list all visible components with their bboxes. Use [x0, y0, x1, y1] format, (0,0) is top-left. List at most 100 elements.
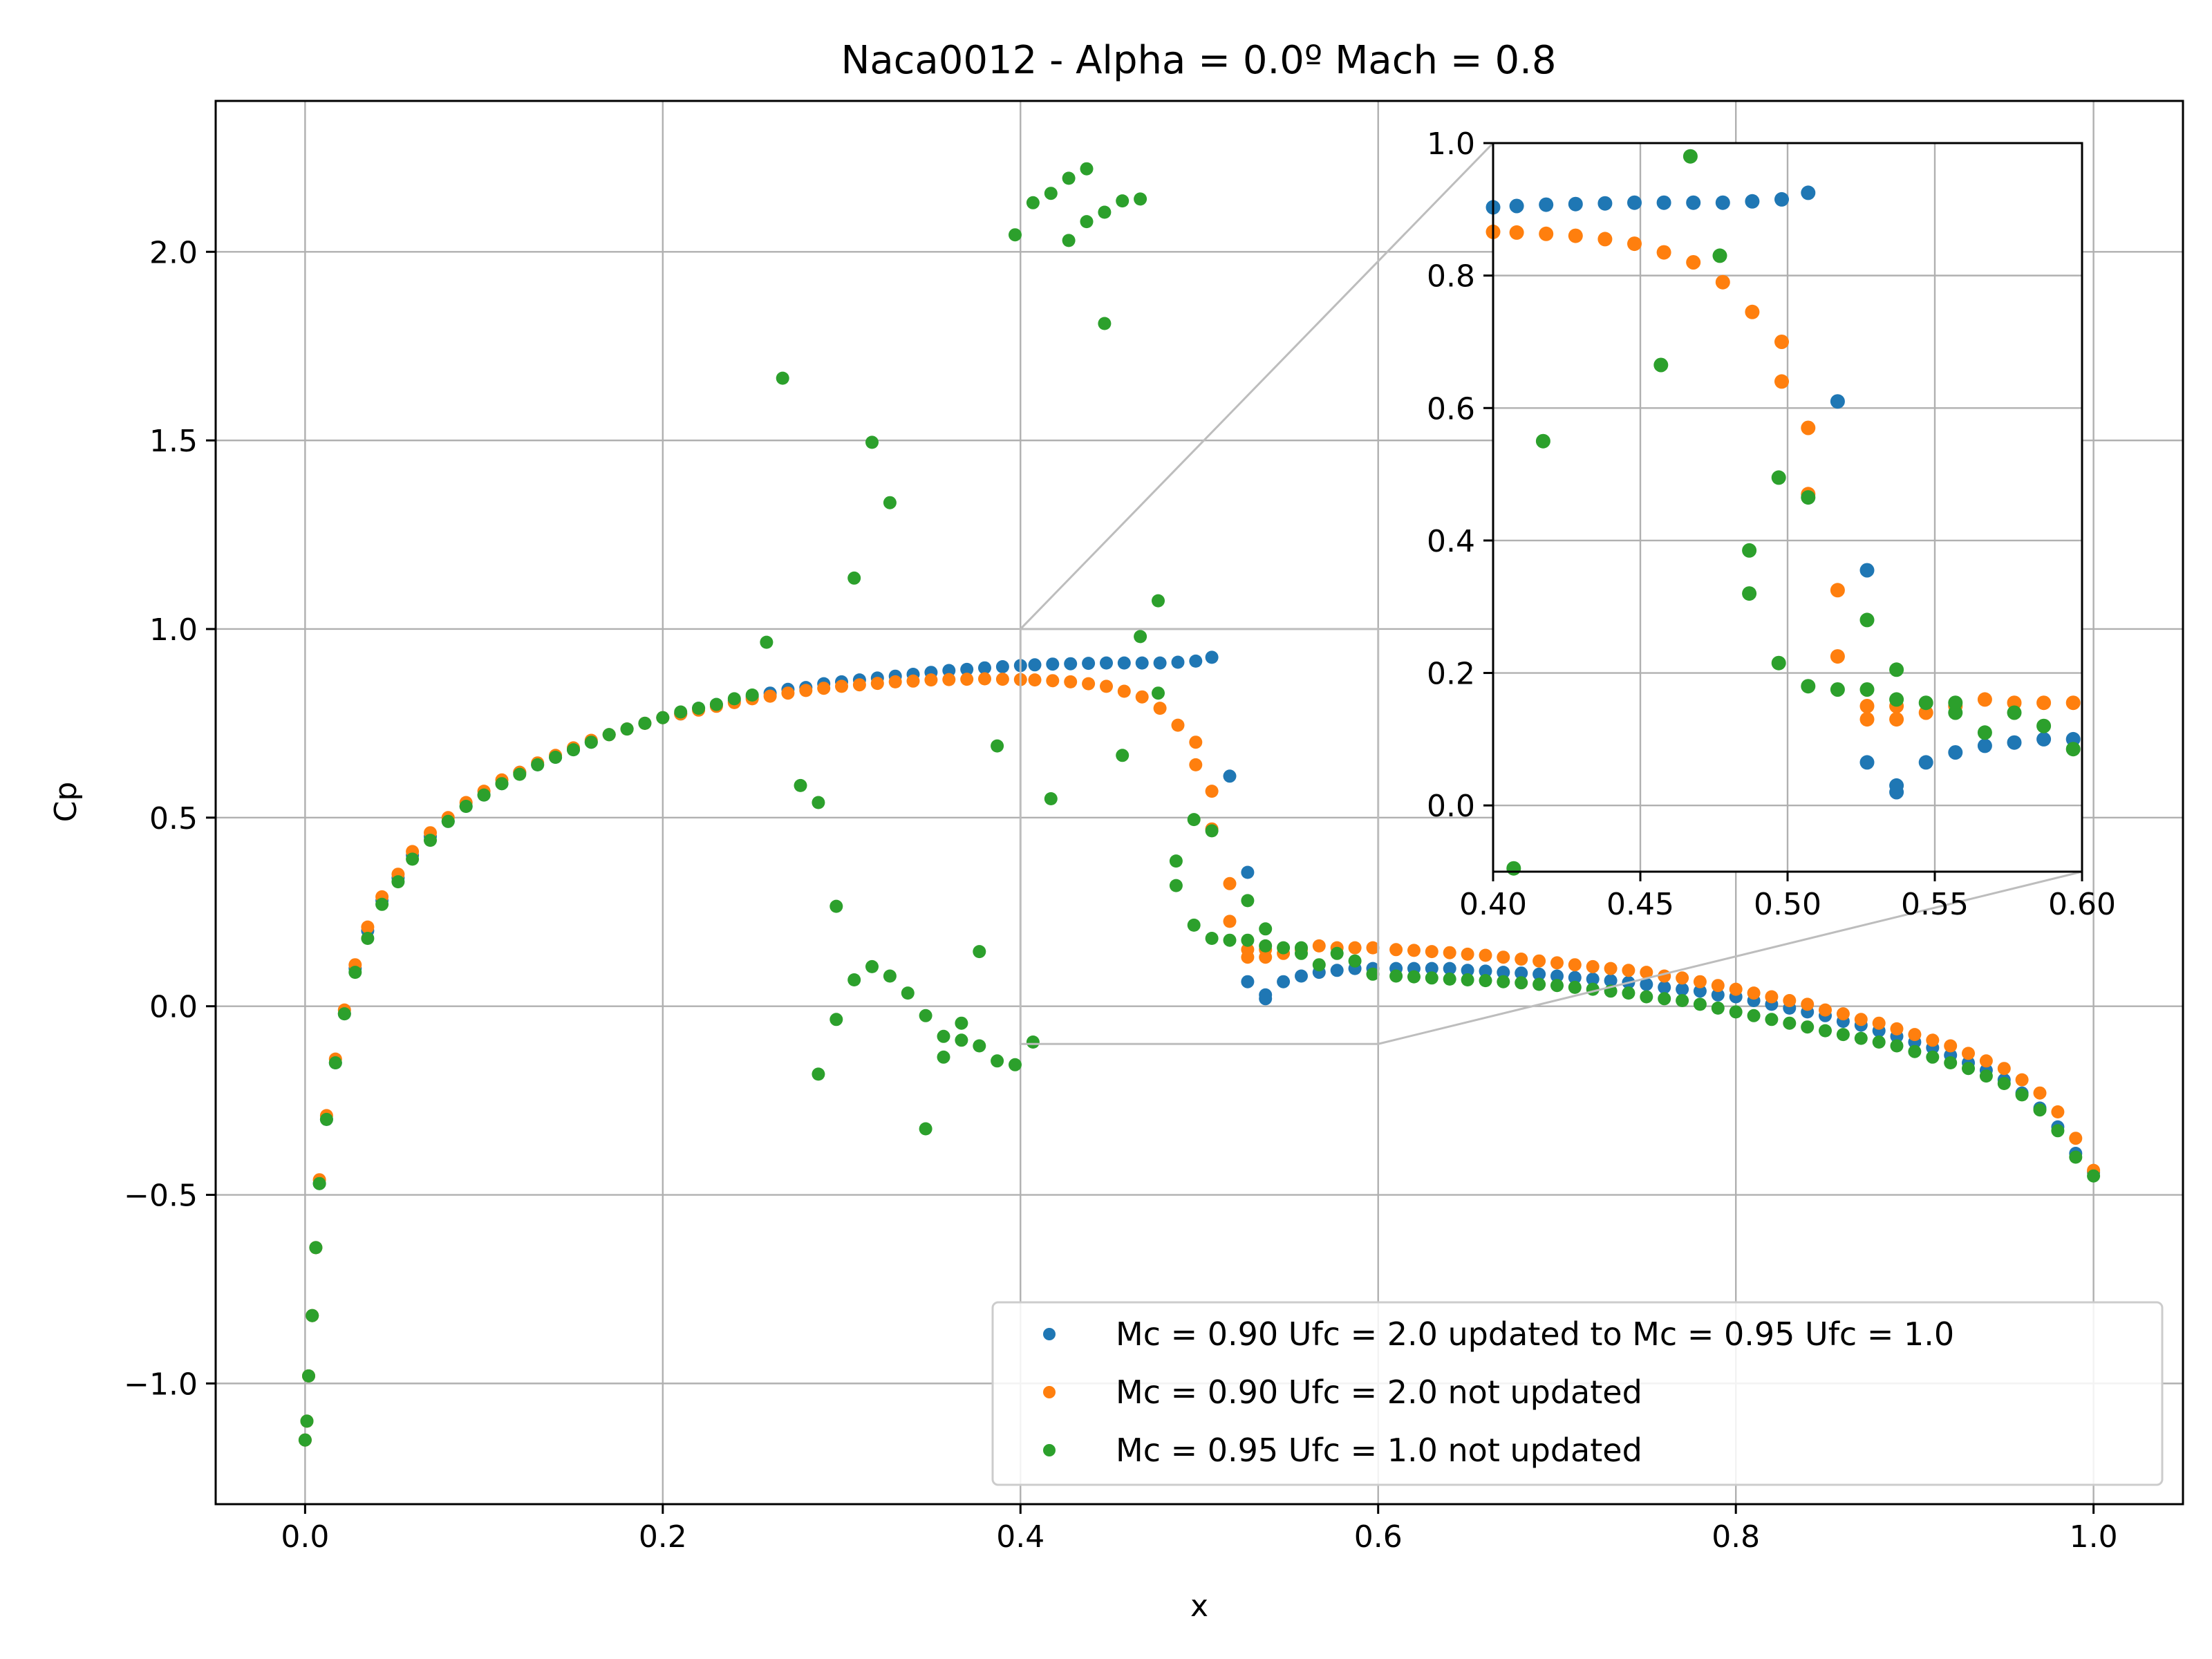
inset-data-point-series-1: [1656, 195, 1671, 210]
data-point-series-3: [1259, 939, 1273, 953]
data-point-series-1: [1277, 975, 1291, 988]
data-point-series-2: [1693, 975, 1707, 988]
data-point-series-3: [937, 1050, 950, 1064]
data-point-series-1: [1223, 769, 1237, 783]
inset-data-point-series-1: [2007, 735, 2022, 750]
x-tick-label: 0.8: [1712, 1519, 1760, 1555]
data-point-series-3: [361, 932, 375, 945]
data-point-series-3: [1205, 932, 1219, 945]
data-point-series-3: [865, 959, 879, 973]
data-point-series-2: [1117, 684, 1131, 698]
inset-zoom-panel: 0.40 0.45 0.50 0.55 0.60 0.0 0.2 0.4 0.6 0.8 1.0: [1427, 126, 2116, 922]
data-point-series-3: [1747, 1009, 1761, 1022]
inset-y-tick-label: 0.6: [1427, 391, 1475, 427]
inset-data-point-series-3: [1771, 655, 1786, 671]
data-point-series-3: [1389, 969, 1403, 983]
y-tick-label: 2.0: [149, 235, 198, 270]
data-point-series-2: [1205, 785, 1219, 798]
data-point-series-3: [1026, 196, 1040, 209]
data-point-series-3: [1443, 972, 1456, 986]
data-point-series-3: [901, 986, 915, 1000]
data-point-series-3: [1169, 854, 1183, 868]
inset-data-point-series-2: [1568, 228, 1583, 243]
main-data-points: [298, 162, 2101, 1447]
data-point-series-2: [1497, 950, 1510, 964]
data-point-series-3: [847, 571, 861, 585]
data-point-series-3: [319, 1112, 333, 1126]
data-point-series-2: [1171, 718, 1185, 732]
data-point-series-3: [1098, 317, 1112, 330]
inset-data-point-series-2: [1859, 712, 1875, 727]
data-point-series-2: [361, 920, 375, 934]
data-point-series-3: [513, 767, 527, 781]
data-point-series-2: [1461, 947, 1474, 961]
data-point-series-3: [1062, 234, 1076, 247]
data-point-series-2: [799, 684, 813, 697]
data-point-series-3: [337, 1007, 351, 1021]
data-point-series-3: [1223, 933, 1237, 947]
data-point-series-3: [298, 1433, 312, 1447]
data-point-series-2: [1640, 966, 1653, 980]
data-point-series-2: [1908, 1028, 1922, 1042]
inset-data-point-series-3: [1948, 705, 1963, 720]
data-point-series-3: [1205, 824, 1219, 838]
data-point-series-3: [1295, 946, 1308, 960]
data-point-series-2: [960, 673, 974, 686]
inset-x-tick-label: 0.40: [1459, 887, 1527, 922]
data-point-series-3: [955, 1016, 968, 1030]
data-point-series-3: [1080, 215, 1094, 229]
data-point-series-2: [835, 679, 848, 693]
data-point-series-3: [1568, 980, 1582, 994]
data-point-series-2: [906, 674, 920, 688]
data-point-series-3: [991, 1054, 1004, 1068]
data-point-series-1: [1658, 980, 1671, 994]
data-point-series-2: [1082, 677, 1096, 691]
zoom-region-box: [1019, 628, 1380, 1045]
data-point-series-3: [1479, 974, 1492, 988]
data-point-series-3: [1819, 1024, 1832, 1038]
inset-data-point-series-2: [1774, 335, 1789, 349]
data-point-series-2: [1366, 941, 1380, 955]
inset-data-point-series-2: [1745, 304, 1760, 319]
inset-x-tick-label: 0.55: [1901, 887, 1969, 922]
data-point-series-3: [1241, 933, 1255, 947]
x-tick-label: 0.0: [281, 1519, 329, 1555]
data-point-series-2: [1064, 675, 1078, 688]
data-point-series-3: [1152, 686, 1165, 700]
inset-data-point-series-1: [1774, 191, 1789, 207]
data-point-series-1: [995, 660, 1009, 673]
data-point-series-3: [1908, 1044, 1922, 1058]
data-point-series-1: [1497, 966, 1510, 980]
data-point-series-1: [1082, 657, 1096, 671]
x-tick-label: 0.4: [996, 1519, 1044, 1555]
zoom-connector-line: [1020, 142, 1494, 630]
inset-x-tick-label: 0.45: [1606, 887, 1674, 922]
y-tick-label: −0.5: [124, 1179, 198, 1214]
data-point-series-3: [1044, 187, 1058, 200]
data-point-series-2: [1241, 950, 1255, 964]
data-point-series-3: [602, 728, 616, 742]
data-point-series-3: [1152, 594, 1165, 608]
data-point-series-2: [1997, 1062, 2011, 1076]
data-point-series-2: [1189, 735, 1203, 749]
data-point-series-3: [847, 973, 861, 986]
data-point-series-2: [1189, 758, 1203, 771]
data-point-series-1: [1533, 967, 1546, 981]
data-point-series-3: [745, 688, 759, 702]
inset-data-point-series-2: [2065, 695, 2081, 711]
data-point-series-3: [638, 716, 652, 730]
data-point-series-1: [1515, 966, 1528, 980]
data-point-series-2: [1515, 953, 1528, 966]
data-point-series-3: [620, 722, 634, 736]
inset-data-point-series-3: [1918, 695, 1933, 711]
data-point-series-3: [1783, 1016, 1797, 1030]
data-point-series-3: [1312, 958, 1326, 972]
data-point-series-1: [1153, 656, 1167, 670]
data-point-series-3: [919, 1009, 932, 1022]
data-point-series-2: [1676, 971, 1689, 985]
legend-label-series-3: Mc = 0.95 Ufc = 1.0 not updated: [1116, 1432, 1642, 1469]
data-point-series-3: [1407, 970, 1421, 984]
x-axis-label: x: [1190, 1588, 1208, 1624]
data-point-series-3: [812, 796, 825, 809]
